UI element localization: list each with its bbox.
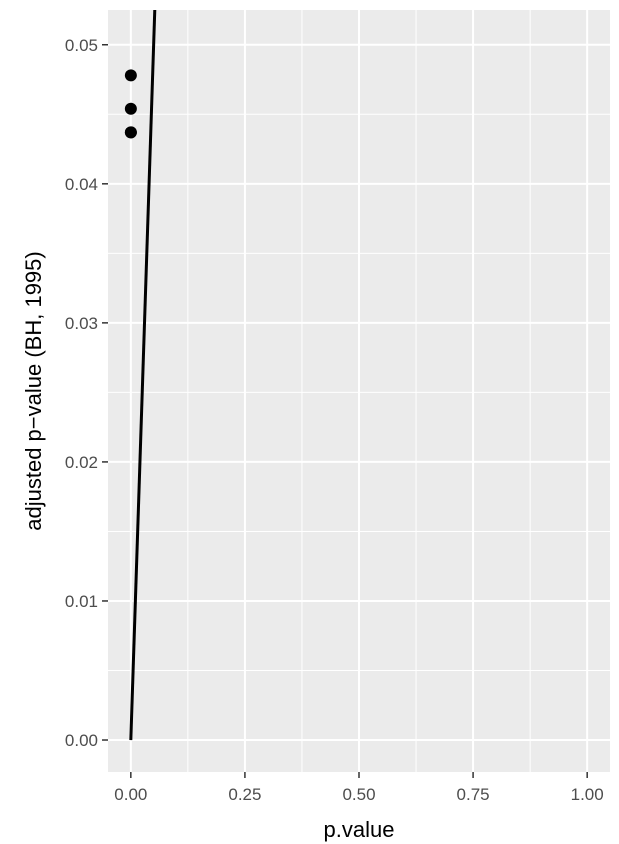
y-tick-label: 0.01 [65,592,98,611]
x-tick-label: 0.50 [342,785,375,804]
y-tick-label: 0.05 [65,36,98,55]
data-point [124,126,137,139]
identity-line [129,10,157,741]
x-tick-label: 0.75 [457,785,490,804]
x-axis: 0.00 0.25 0.50 0.75 1.00 [114,772,604,804]
x-axis-title: p.value [324,817,395,842]
y-tick-label: 0.02 [65,453,98,472]
y-axis: 0.00 0.01 0.02 0.03 0.04 0.05 [65,36,108,750]
y-axis-title: adjusted p−value (BH, 1995) [21,251,46,530]
data-point [124,102,137,115]
y-tick-label: 0.00 [65,731,98,750]
y-tick-label: 0.03 [65,314,98,333]
x-tick-label: 0.00 [114,785,147,804]
grid-major [108,10,610,772]
data-point [124,69,137,82]
y-tick-label: 0.04 [65,175,98,194]
x-tick-label: 0.25 [228,785,261,804]
x-tick-label: 1.00 [571,785,604,804]
plot-content [124,10,157,741]
